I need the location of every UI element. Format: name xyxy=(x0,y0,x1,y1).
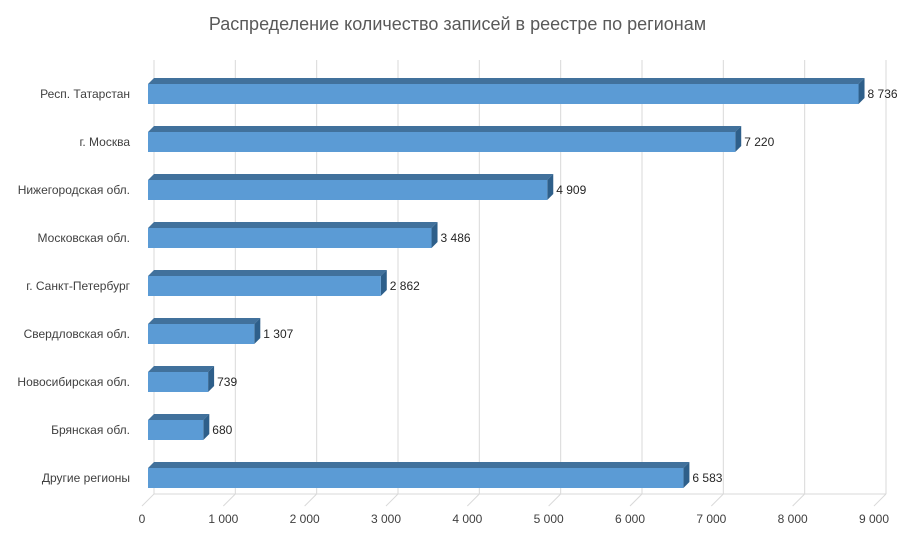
bar-side xyxy=(208,366,215,392)
category-label: Другие регионы xyxy=(42,471,130,485)
floor-gridline xyxy=(222,493,236,507)
bar-top xyxy=(148,462,690,468)
bar-top xyxy=(148,414,210,420)
x-tick-label: 5 000 xyxy=(534,512,564,526)
x-tick-label: 6 000 xyxy=(615,512,645,526)
floor-gridline xyxy=(466,493,480,507)
bar-group: г. Санкт-Петербург 2 862 xyxy=(26,270,420,296)
bar xyxy=(148,180,548,200)
x-tick-label: 2 000 xyxy=(290,512,320,526)
bar-side xyxy=(683,462,690,488)
bar xyxy=(148,324,255,344)
bar xyxy=(148,420,204,440)
bar-group: Брянская обл. 680 xyxy=(51,414,233,440)
category-label: Свердловская обл. xyxy=(24,327,130,341)
floor-gridline xyxy=(629,493,643,507)
bar-group: Свердловская обл. 1 307 xyxy=(24,318,294,344)
bar-group: Новосибирская обл. 739 xyxy=(17,366,237,392)
bar-side xyxy=(254,318,261,344)
category-label: Респ. Татарстан xyxy=(40,87,130,101)
category-label: г. Москва xyxy=(79,135,130,149)
bar-top xyxy=(148,222,438,228)
x-tick-label: 3 000 xyxy=(371,512,401,526)
bar-group: г. Москва 7 220 xyxy=(79,126,775,152)
x-tick-label: 4 000 xyxy=(452,512,482,526)
data-label: 2 862 xyxy=(390,279,420,293)
floor-gridline xyxy=(548,493,562,507)
floor-gridline xyxy=(141,493,155,507)
bar-group: Московская обл. 3 486 xyxy=(38,222,471,248)
x-tick-label: 8 000 xyxy=(778,512,808,526)
x-tick-label: 1 000 xyxy=(208,512,238,526)
bar-group: Респ. Татарстан 8 736 xyxy=(40,78,898,104)
bar-side xyxy=(735,126,742,152)
bar-side xyxy=(203,414,210,440)
data-label: 1 307 xyxy=(263,327,293,341)
bar-side xyxy=(858,78,865,104)
x-tick-label: 0 xyxy=(139,512,146,526)
data-label: 3 486 xyxy=(441,231,471,245)
bar xyxy=(148,132,736,152)
bar-side xyxy=(547,174,554,200)
data-label: 8 736 xyxy=(868,87,898,101)
floor-gridline xyxy=(385,493,399,507)
category-label: Брянская обл. xyxy=(51,423,130,437)
bar-top xyxy=(148,78,865,84)
category-label: г. Санкт-Петербург xyxy=(26,279,130,293)
bar xyxy=(148,276,381,296)
category-label: Московская обл. xyxy=(38,231,130,245)
bar-top xyxy=(148,174,554,180)
x-tick-label: 9 000 xyxy=(859,512,889,526)
x-axis: 0 1 000 2 000 3 000 4 000 5 000 6 000 7 000 8 00… xyxy=(139,512,890,526)
category-label: Нижегородская обл. xyxy=(18,183,130,197)
bar-group: Нижегородская обл. 4 909 xyxy=(18,174,587,200)
floor-gridline xyxy=(792,493,806,507)
floor-gridline xyxy=(304,493,318,507)
bar-top xyxy=(148,318,261,324)
bar-side xyxy=(380,270,387,296)
bar-top xyxy=(148,126,742,132)
data-label: 6 583 xyxy=(692,471,722,485)
bar-top xyxy=(148,366,215,372)
floor-gridline xyxy=(710,493,724,507)
data-label: 739 xyxy=(217,375,237,389)
x-tick-label: 7 000 xyxy=(696,512,726,526)
bar-side xyxy=(431,222,438,248)
bars: Респ. Татарстан 8 736 г. Москва 7 220 Нижего… xyxy=(17,78,898,488)
bar xyxy=(148,228,432,248)
category-label: Новосибирская обл. xyxy=(17,375,130,389)
floor-gridline xyxy=(873,493,887,507)
bar xyxy=(148,468,684,488)
data-label: 4 909 xyxy=(556,183,586,197)
chart-title: Распределение количество записей в реест… xyxy=(208,14,707,34)
bar-top xyxy=(148,270,387,276)
bar xyxy=(148,372,209,392)
bar-group: Другие регионы 6 583 xyxy=(42,462,723,488)
data-label: 680 xyxy=(212,423,232,437)
bar xyxy=(148,84,859,104)
data-label: 7 220 xyxy=(744,135,774,149)
